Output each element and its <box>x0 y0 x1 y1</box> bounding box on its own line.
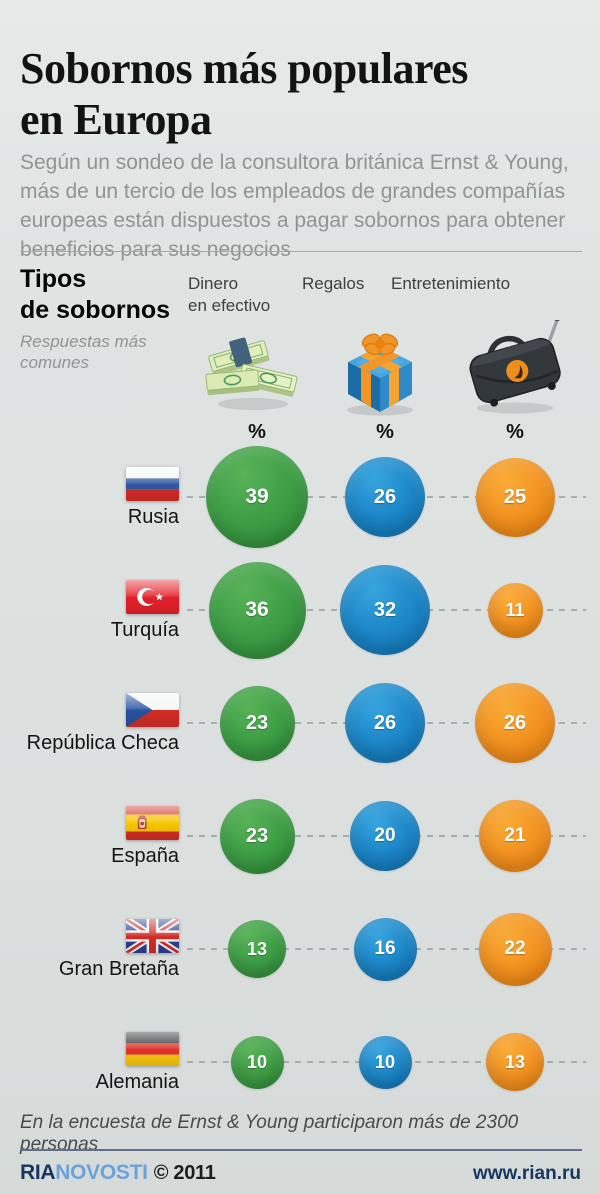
flag-turkey-icon <box>126 580 179 614</box>
title-line-1: Sobornos más populares <box>20 44 468 94</box>
bubble-entertainment-value: 25 <box>475 457 555 537</box>
footer-divider <box>20 1149 582 1151</box>
title-line-2: en Europa <box>20 95 212 145</box>
bubble-gifts-value: 32 <box>340 565 430 655</box>
bubble-cash-value: 10 <box>230 1035 284 1089</box>
website-link[interactable]: www.rian.ru <box>472 1163 581 1184</box>
percent-label-cash: % <box>248 421 266 443</box>
country-label: República Checa <box>26 732 179 754</box>
bubble-gifts-value: 16 <box>353 917 417 981</box>
bubble-cash-value: 23 <box>219 685 295 761</box>
bubble-gifts-value: 26 <box>345 683 425 763</box>
column-header-gifts: Regalos <box>302 274 365 293</box>
column-header-cash-line-1: Dinero <box>188 274 239 293</box>
logo-novosti: NOVOSTI <box>55 1161 148 1184</box>
page-subtitle: Según un sondeo de la consultora británi… <box>20 151 569 261</box>
bubble-gifts-value: 26 <box>345 457 425 537</box>
bubble-entertainment-value: 21 <box>479 800 551 872</box>
country-label: Turquía <box>110 619 179 641</box>
country-label: Gran Bretaña <box>58 958 179 980</box>
country-label: Alemania <box>95 1071 179 1093</box>
page-title: Sobornos más populares en Europa <box>20 43 586 145</box>
logo-ria: RIA <box>20 1161 56 1184</box>
flag-czech-republic-icon <box>126 693 179 727</box>
bubble-gifts-value: 20 <box>350 801 420 871</box>
section-heading: Tipos de sobornos <box>20 264 170 326</box>
bubble-cash-value: 36 <box>208 561 306 659</box>
column-header-entertainment: Entretenimiento <box>391 274 511 293</box>
section-subheading: Respuestas más comunes <box>20 332 147 372</box>
column-header-cash: Dinero en efectivo <box>188 273 298 317</box>
section-heading-line-2: de sobornos <box>20 296 171 324</box>
bubble-cash-value: 13 <box>228 920 286 978</box>
gift-icon <box>333 326 427 416</box>
copyright-label: © 2011 <box>153 1162 216 1184</box>
suitcase-icon <box>460 314 574 416</box>
bubble-gifts-value: 10 <box>358 1035 412 1089</box>
header-divider <box>20 251 582 252</box>
flag-russia-icon <box>126 467 179 501</box>
flag-spain-icon <box>126 806 179 840</box>
bubble-cash-value: 23 <box>219 798 295 874</box>
ria-novosti-logo: RIANOVOSTI © 2011 <box>20 1161 216 1185</box>
country-label: España <box>111 845 179 867</box>
bubble-entertainment-value: 13 <box>486 1033 544 1091</box>
country-label: Rusia <box>127 506 179 528</box>
flag-great-britain-icon <box>126 919 179 953</box>
column-header-cash-line-2: en efectivo <box>188 296 271 315</box>
flag-germany-icon <box>126 1032 179 1066</box>
money-stack-icon <box>205 328 301 414</box>
bubble-cash-value: 39 <box>206 446 308 548</box>
percent-label-entertainment: % <box>506 421 524 443</box>
bubble-entertainment-value: 11 <box>487 582 543 638</box>
section-heading-line-1: Tipos <box>20 265 87 293</box>
bubble-entertainment-value: 22 <box>478 912 552 986</box>
bubble-entertainment-value: 26 <box>475 683 555 763</box>
percent-label-gifts: % <box>376 421 394 443</box>
